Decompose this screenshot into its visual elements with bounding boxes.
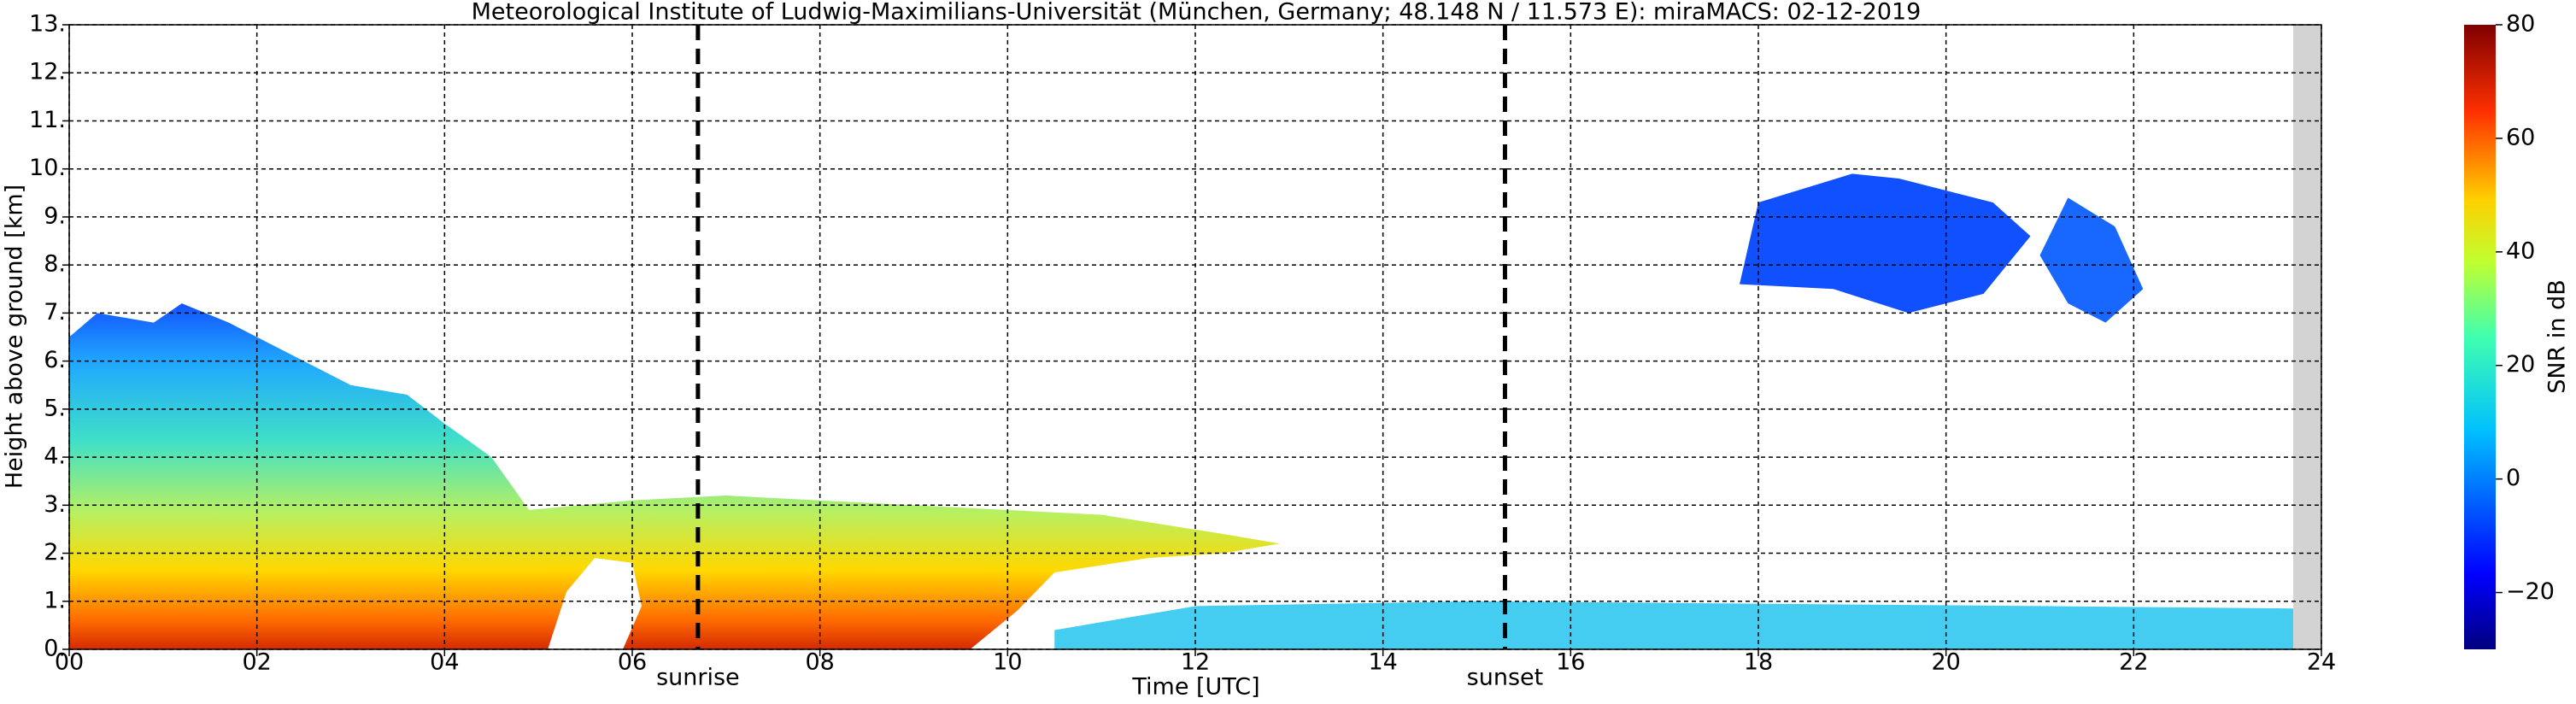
y-tick-label: 5. <box>44 395 66 421</box>
colorbar-tick-label: −20 <box>2506 578 2555 605</box>
x-tick-label: 12 <box>1181 649 1210 676</box>
cloud-upper <box>1740 173 2031 314</box>
y-tick-label: 10. <box>29 155 66 181</box>
no-data <box>2293 25 2321 649</box>
x-tick-label: 14 <box>1368 649 1397 676</box>
x-tick-label: 10 <box>993 649 1022 676</box>
y-tick-label: 2. <box>44 539 66 566</box>
colorbar <box>2464 25 2496 649</box>
colorbar-tick-label: 20 <box>2506 351 2535 378</box>
y-tick-label: 12. <box>29 59 66 85</box>
cloud-boundary <box>1054 601 2294 649</box>
cloud-low <box>69 303 1280 649</box>
x-tick-label: 00 <box>55 649 84 676</box>
y-tick-label: 3. <box>44 491 66 518</box>
cloud-upper <box>2039 197 2144 323</box>
y-tick-label: 0. <box>44 636 66 662</box>
annotation-label: sunset <box>1467 665 1544 691</box>
y-axis-label: Height above ground [km] <box>2 185 28 489</box>
colorbar-tick-label: 80 <box>2506 11 2535 38</box>
x-tick-label: 18 <box>1744 649 1773 676</box>
y-tick-label: 8. <box>44 251 66 278</box>
x-tick-label: 16 <box>1556 649 1585 676</box>
x-tick-label: 04 <box>430 649 459 676</box>
y-tick-label: 7. <box>44 299 66 326</box>
y-tick-label: 4. <box>44 443 66 470</box>
chart-title: Meteorological Institute of Ludwig-Maxim… <box>472 0 1922 26</box>
x-axis-label: Time [UTC] <box>1131 674 1259 701</box>
x-tick-label: 06 <box>618 649 647 676</box>
x-tick-label: 02 <box>242 649 271 676</box>
y-tick-label: 1. <box>44 587 66 613</box>
colorbar-tick-label: 0 <box>2506 465 2520 491</box>
colorbar-tick-label: 40 <box>2506 238 2535 264</box>
y-tick-label: 6. <box>44 347 66 373</box>
y-tick-label: 11. <box>29 107 66 133</box>
x-tick-label: 24 <box>2307 649 2336 676</box>
plot-area <box>68 24 2322 650</box>
plot-frame <box>68 24 2322 650</box>
y-tick-label: 9. <box>44 202 66 229</box>
colorbar-label: SNR in dB <box>2544 279 2571 394</box>
y-tick-label: 13. <box>29 11 66 38</box>
cloud-gap <box>548 558 642 649</box>
annotation-label: sunrise <box>656 665 740 691</box>
x-tick-label: 22 <box>2119 649 2148 676</box>
colorbar-tick-label: 60 <box>2506 124 2535 150</box>
x-tick-label: 08 <box>805 649 834 676</box>
x-tick-label: 20 <box>1931 649 1960 676</box>
